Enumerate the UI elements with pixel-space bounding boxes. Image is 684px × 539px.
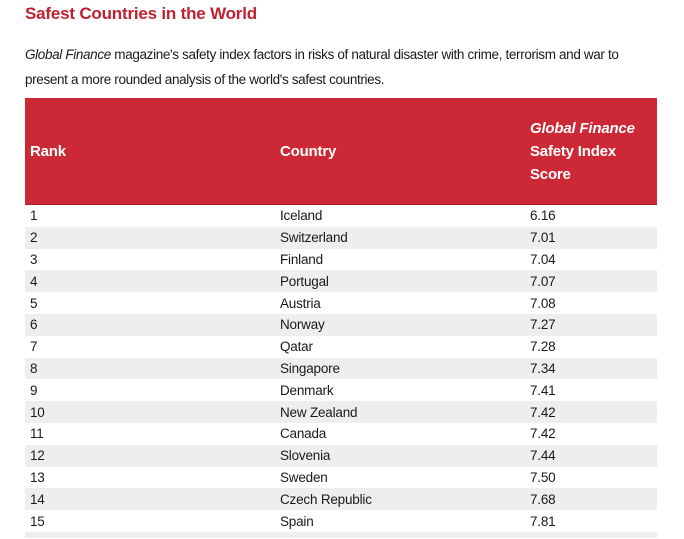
intro-text: Global Finance magazine's safety index f… — [25, 42, 657, 92]
cell-rank: 6 — [30, 317, 38, 333]
cell-score: 7.42 — [530, 426, 556, 442]
cell-country: Portugal — [280, 273, 329, 289]
cell-country: Sweden — [280, 469, 328, 485]
cell-country: Qatar — [280, 339, 313, 355]
header-rank: Rank — [30, 142, 66, 160]
page-title: Safest Countries in the World — [25, 4, 257, 23]
header-score-line1: Global Finance — [530, 119, 635, 137]
cell-country: Switzerland — [280, 230, 348, 246]
cell-country: Singapore — [280, 360, 340, 376]
cell-score: 7.08 — [530, 295, 556, 311]
cell-score: 7.81 — [530, 513, 556, 529]
cell-country: Finland — [280, 251, 323, 267]
cell-score: 7.44 — [530, 448, 556, 464]
table-row: 1 Iceland 6.16 — [25, 205, 657, 227]
cell-rank: 2 — [30, 230, 38, 246]
cell-country: Slovenia — [280, 448, 331, 464]
header-country: Country — [280, 142, 337, 160]
cell-rank: 8 — [30, 360, 38, 376]
cell-score: 7.27 — [530, 317, 556, 333]
table-header: Rank Country Global Finance Safety Index… — [25, 98, 657, 205]
header-score: Global Finance Safety Index Score — [530, 98, 657, 204]
cell-score: 7.41 — [530, 382, 556, 398]
cell-score: 7.01 — [530, 230, 556, 246]
cell-rank: 4 — [30, 273, 38, 289]
cell-rank: 3 — [30, 251, 38, 267]
cell-score: 7.28 — [530, 339, 556, 355]
table-row: 9 Denmark 7.41 — [25, 379, 657, 401]
cell-country: New Zealand — [280, 404, 358, 420]
table-body: 1 Iceland 6.16 2 Switzerland 7.01 3 Finland 7.04… — [25, 205, 657, 532]
cell-country: Iceland — [280, 208, 323, 224]
table-row: 8 Singapore 7.34 — [25, 357, 657, 380]
intro-rest: magazine's safety index factors in risks… — [25, 47, 619, 87]
table-row: 10 New Zealand 7.42 — [25, 401, 657, 423]
cell-country: Denmark — [280, 382, 334, 398]
cell-rank: 5 — [30, 295, 38, 311]
table-row: 14 Czech Republic 7.68 — [25, 488, 657, 511]
cell-rank: 1 — [30, 208, 38, 224]
cell-score: 7.04 — [530, 251, 556, 267]
cell-rank: 10 — [30, 404, 45, 420]
table-row: 7 Qatar 7.28 — [25, 336, 657, 358]
cell-country: Spain — [280, 513, 314, 529]
cell-score: 7.50 — [530, 469, 556, 485]
table-row: 4 Portugal 7.07 — [25, 270, 657, 293]
table-row: 6 Norway 7.27 — [25, 313, 657, 336]
cell-country: Canada — [280, 426, 327, 442]
cell-score: 7.42 — [530, 404, 556, 420]
table-row: 2 Switzerland 7.01 — [25, 226, 657, 249]
safety-index-table: Rank Country Global Finance Safety Index… — [25, 98, 657, 538]
table-row: 13 Sweden 7.50 — [25, 467, 657, 489]
cell-rank: 12 — [30, 448, 45, 464]
table-row: 5 Austria 7.08 — [25, 292, 657, 314]
table-row: 12 Slovenia 7.44 — [25, 444, 657, 467]
cell-rank: 7 — [30, 339, 38, 355]
partial-row-cutoff — [25, 531, 657, 538]
intro-magazine-name: Global Finance — [25, 47, 111, 62]
cell-country: Norway — [280, 317, 325, 333]
cell-rank: 15 — [30, 513, 45, 529]
cell-score: 6.16 — [530, 208, 556, 224]
cell-country: Czech Republic — [280, 491, 372, 507]
cell-score: 7.07 — [530, 273, 556, 289]
cell-rank: 11 — [30, 426, 44, 442]
cell-score: 7.68 — [530, 491, 556, 507]
table-row: 11 Canada 7.42 — [25, 423, 657, 445]
cell-rank: 9 — [30, 382, 38, 398]
header-score-line2: Safety Index — [530, 142, 616, 160]
cell-score: 7.34 — [530, 360, 556, 376]
cell-rank: 14 — [30, 491, 45, 507]
table-row: 3 Finland 7.04 — [25, 249, 657, 271]
table-row: 15 Spain 7.81 — [25, 510, 657, 532]
header-score-line3: Score — [530, 165, 571, 183]
cell-rank: 13 — [30, 469, 45, 485]
cell-country: Austria — [280, 295, 321, 311]
